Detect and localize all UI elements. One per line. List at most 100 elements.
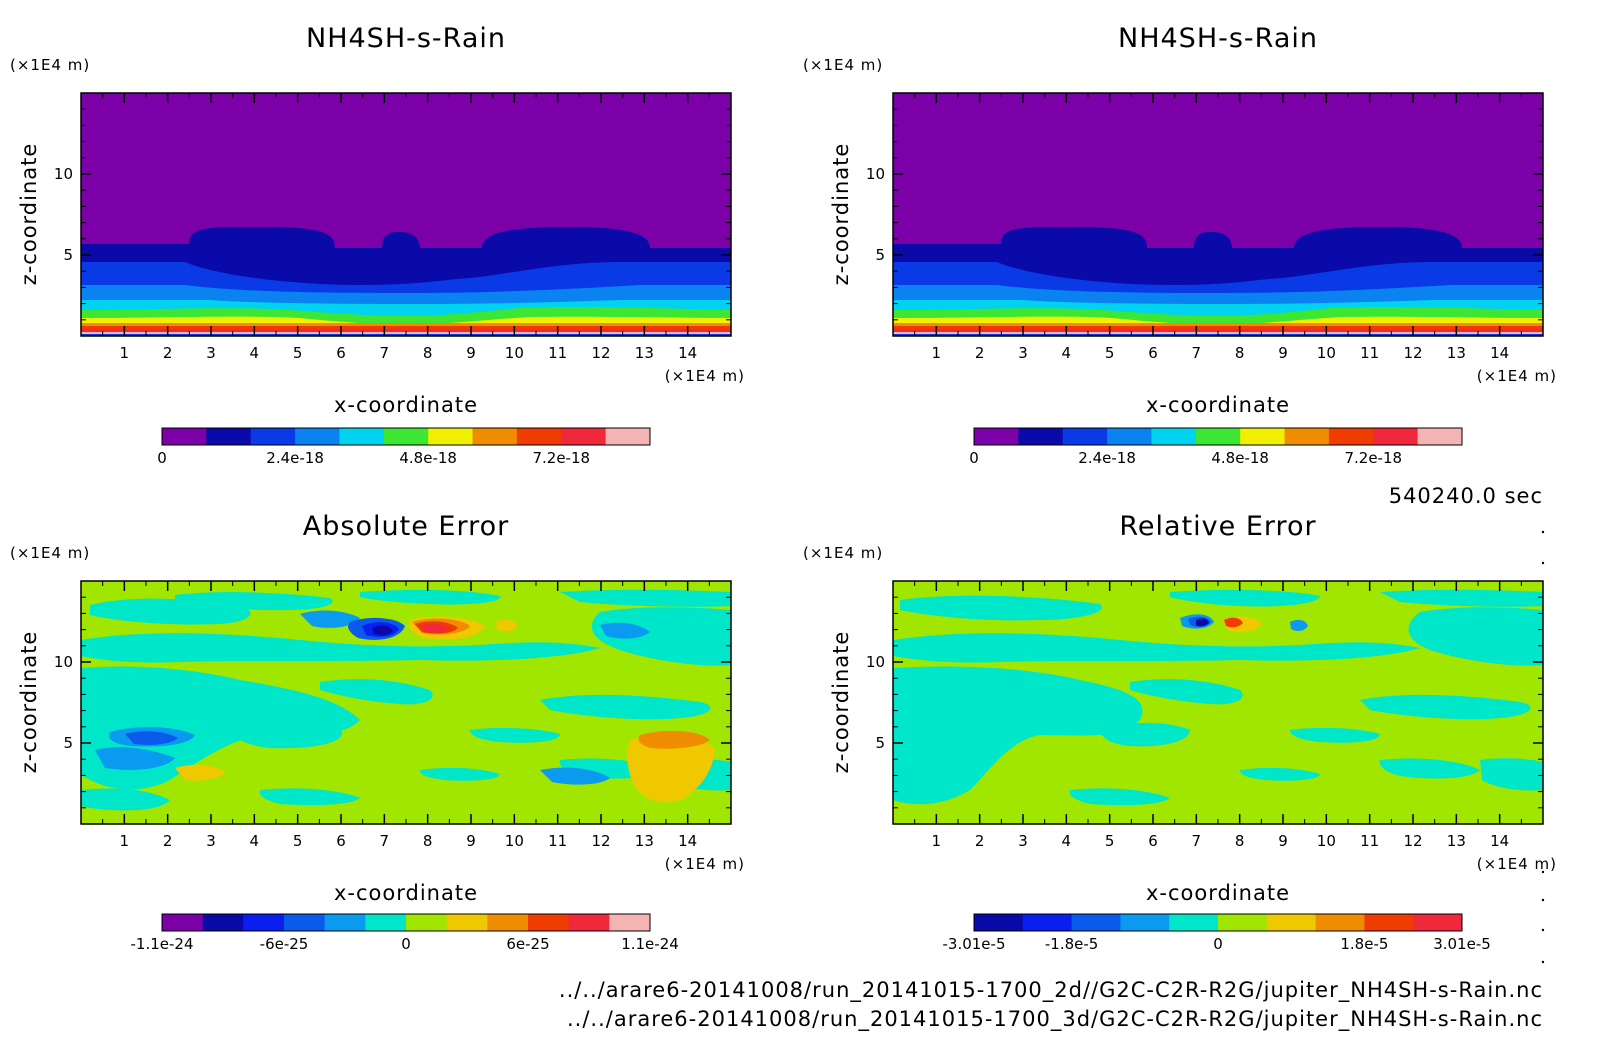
x-axis-label: x-coordinate: [334, 881, 478, 905]
x-tick-label: 7: [1192, 344, 1202, 362]
colorbar-swatch: [162, 428, 207, 445]
chart-title: Relative Error: [1119, 511, 1316, 542]
x-tick-label: 2: [163, 832, 173, 850]
x-tick-label: 3: [1018, 344, 1028, 362]
x-tick-label: 13: [1447, 344, 1466, 362]
x-tick-label: 7: [380, 344, 390, 362]
y-tick-label: 10: [866, 653, 885, 671]
colorbar-swatch: [472, 428, 518, 445]
x-unit-label: (×1E4 m): [665, 367, 745, 385]
x-tick-label: 4: [250, 832, 260, 850]
colorbar-swatch: [1417, 428, 1463, 445]
colorbar-swatch: [974, 914, 1024, 931]
x-tick-label: 11: [1360, 344, 1379, 362]
colorbar-swatch: [250, 428, 296, 445]
y-unit-label: (×1E4 m): [10, 56, 90, 74]
colorbar-label: 7.2e-18: [1344, 449, 1402, 467]
x-tick-label: 13: [1447, 832, 1466, 850]
field-level-7: [893, 323, 1543, 328]
colorbar-label: 4.8e-18: [1211, 449, 1269, 467]
field-level-0: [1196, 618, 1209, 627]
panel-bottom-left: Absolute Error (×1E4 m) (×1E4 m) x-coord…: [10, 511, 745, 953]
x-tick-label: 12: [1403, 832, 1422, 850]
colorbar-swatch: [1218, 914, 1268, 931]
x-axis-label: x-coordinate: [1146, 393, 1290, 417]
colorbar-label: 1.8e-5: [1340, 935, 1388, 953]
file-path-line-2: ../../arare6-20141008/run_20141015-1700_…: [567, 1007, 1543, 1032]
panel-top-right: NH4SH-s-Rain (×1E4 m) (×1E4 m) x-coordin…: [803, 23, 1556, 467]
x-tick-label: 6: [1148, 832, 1158, 850]
x-tick-label: 1: [120, 832, 130, 850]
field-level-8: [81, 326, 731, 329]
colorbar-label: 0: [157, 449, 167, 467]
x-tick-label: 12: [591, 344, 610, 362]
colorbar-frame: [973, 913, 1463, 932]
colorbar-swatch: [528, 914, 570, 931]
y-tick-label: 10: [866, 165, 885, 183]
x-tick-label: 5: [293, 344, 303, 362]
colorbar-label: 0: [969, 449, 979, 467]
x-tick-label: 5: [1105, 344, 1115, 362]
x-tick-label: 10: [1317, 344, 1336, 362]
colorbar-swatch: [568, 914, 610, 931]
x-unit-label: (×1E4 m): [665, 855, 745, 873]
x-tick-label: 14: [678, 832, 697, 850]
x-tick-label: 6: [1148, 344, 1158, 362]
colorbar-swatch: [1169, 914, 1219, 931]
colorbar-swatch: [339, 428, 385, 445]
x-tick-label: 1: [120, 344, 130, 362]
colorbar-swatch: [284, 914, 326, 931]
x-tick-label: 6: [336, 344, 346, 362]
heatmap-field: [81, 581, 731, 824]
x-tick-label: 14: [1490, 832, 1509, 850]
colorbar-label: -3.01e-5: [943, 935, 1006, 953]
colorbar-swatch: [1018, 428, 1064, 445]
x-tick-label: 2: [975, 832, 985, 850]
y-tick-label: 5: [63, 246, 73, 264]
heatmap-field: [893, 93, 1543, 336]
colorbar-swatch: [365, 914, 407, 931]
colorbar-swatch: [1107, 428, 1152, 445]
x-tick-label: 9: [466, 832, 476, 850]
x-tick-label: 12: [1403, 344, 1422, 362]
colorbar-swatch: [1364, 914, 1414, 931]
y-axis-label: z-coordinate: [17, 631, 41, 774]
x-tick-label: 9: [466, 344, 476, 362]
colorbar-swatch: [406, 914, 448, 931]
colorbar: -1.1e-24 -6e-25 0 6e-25 1.1e-24: [131, 913, 679, 953]
x-tick-label: 8: [1235, 832, 1245, 850]
file-path-line-1: ../../arare6-20141008/run_20141015-1700_…: [559, 978, 1543, 1003]
x-tick-label: 9: [1278, 344, 1288, 362]
y-tick-label: 10: [54, 653, 73, 671]
x-tick-label: 11: [548, 832, 567, 850]
colorbar-swatch: [202, 914, 244, 931]
colorbar-swatch: [1062, 428, 1108, 445]
chart-title: Absolute Error: [303, 511, 509, 542]
x-tick-label: 7: [1192, 832, 1202, 850]
colorbar-swatch: [1022, 914, 1073, 931]
colorbar-label: 0: [401, 935, 411, 953]
colorbar-label: -1.1e-24: [131, 935, 194, 953]
colorbar-swatch: [446, 914, 488, 931]
x-tick-label: 12: [591, 832, 610, 850]
colorbar-swatch: [1240, 428, 1286, 445]
x-tick-label: 3: [1018, 832, 1028, 850]
field-level-8: [893, 326, 1543, 329]
x-tick-label: 14: [1490, 344, 1509, 362]
chart-title: NH4SH-s-Rain: [1118, 23, 1318, 54]
x-axis-label: x-coordinate: [1146, 881, 1290, 905]
field-level-1: [372, 625, 393, 636]
chart-title: NH4SH-s-Rain: [306, 23, 506, 54]
x-tick-label: 5: [293, 832, 303, 850]
x-tick-label: 2: [163, 344, 173, 362]
colorbar-swatch: [206, 428, 252, 445]
y-tick-label: 5: [875, 246, 885, 264]
colorbar-label: 4.8e-18: [399, 449, 457, 467]
colorbar-label: 1.1e-24: [621, 935, 679, 953]
x-tick-label: 10: [505, 832, 524, 850]
field-level-9: [81, 329, 731, 332]
x-tick-label: 11: [548, 344, 567, 362]
panel-top-left: NH4SH-s-Rain (×1E4 m) (×1E4 m) x-coordin…: [10, 23, 745, 467]
x-tick-label: 3: [206, 344, 216, 362]
colorbar-swatch: [1120, 914, 1170, 931]
